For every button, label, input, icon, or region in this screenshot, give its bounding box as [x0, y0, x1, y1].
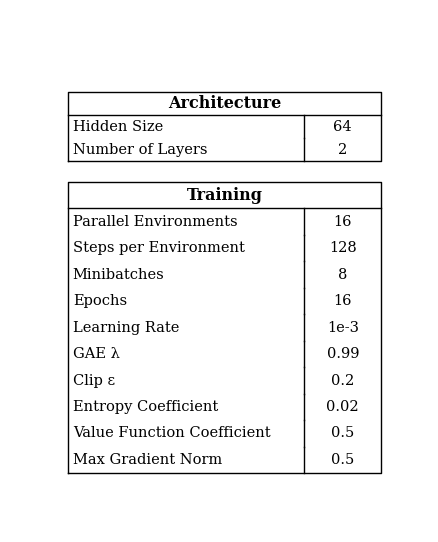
Text: Training: Training [187, 186, 262, 204]
Text: 0.02: 0.02 [326, 400, 359, 414]
Text: Architecture: Architecture [168, 95, 281, 112]
Text: Steps per Environment: Steps per Environment [73, 241, 244, 255]
Text: Epochs: Epochs [73, 294, 127, 308]
Text: 0.99: 0.99 [326, 347, 359, 361]
Text: 16: 16 [333, 215, 352, 229]
Text: 16: 16 [333, 294, 352, 308]
Text: Parallel Environments: Parallel Environments [73, 215, 237, 229]
Text: GAE λ: GAE λ [73, 347, 120, 361]
Text: Learning Rate: Learning Rate [73, 320, 179, 334]
Text: Number of Layers: Number of Layers [73, 143, 207, 157]
Text: Entropy Coefficient: Entropy Coefficient [73, 400, 218, 414]
Text: 1e-3: 1e-3 [327, 320, 359, 334]
Text: 2: 2 [338, 143, 347, 157]
Text: 8: 8 [338, 268, 347, 282]
Text: 0.5: 0.5 [331, 427, 354, 441]
Text: 64: 64 [333, 120, 352, 133]
Text: Clip ε: Clip ε [73, 373, 115, 388]
Text: 0.5: 0.5 [331, 453, 354, 467]
Text: Max Gradient Norm: Max Gradient Norm [73, 453, 222, 467]
Text: 128: 128 [329, 241, 357, 255]
Text: Value Function Coefficient: Value Function Coefficient [73, 427, 270, 441]
Text: Minibatches: Minibatches [73, 268, 165, 282]
Text: 0.2: 0.2 [331, 373, 354, 388]
Text: Hidden Size: Hidden Size [73, 120, 163, 133]
